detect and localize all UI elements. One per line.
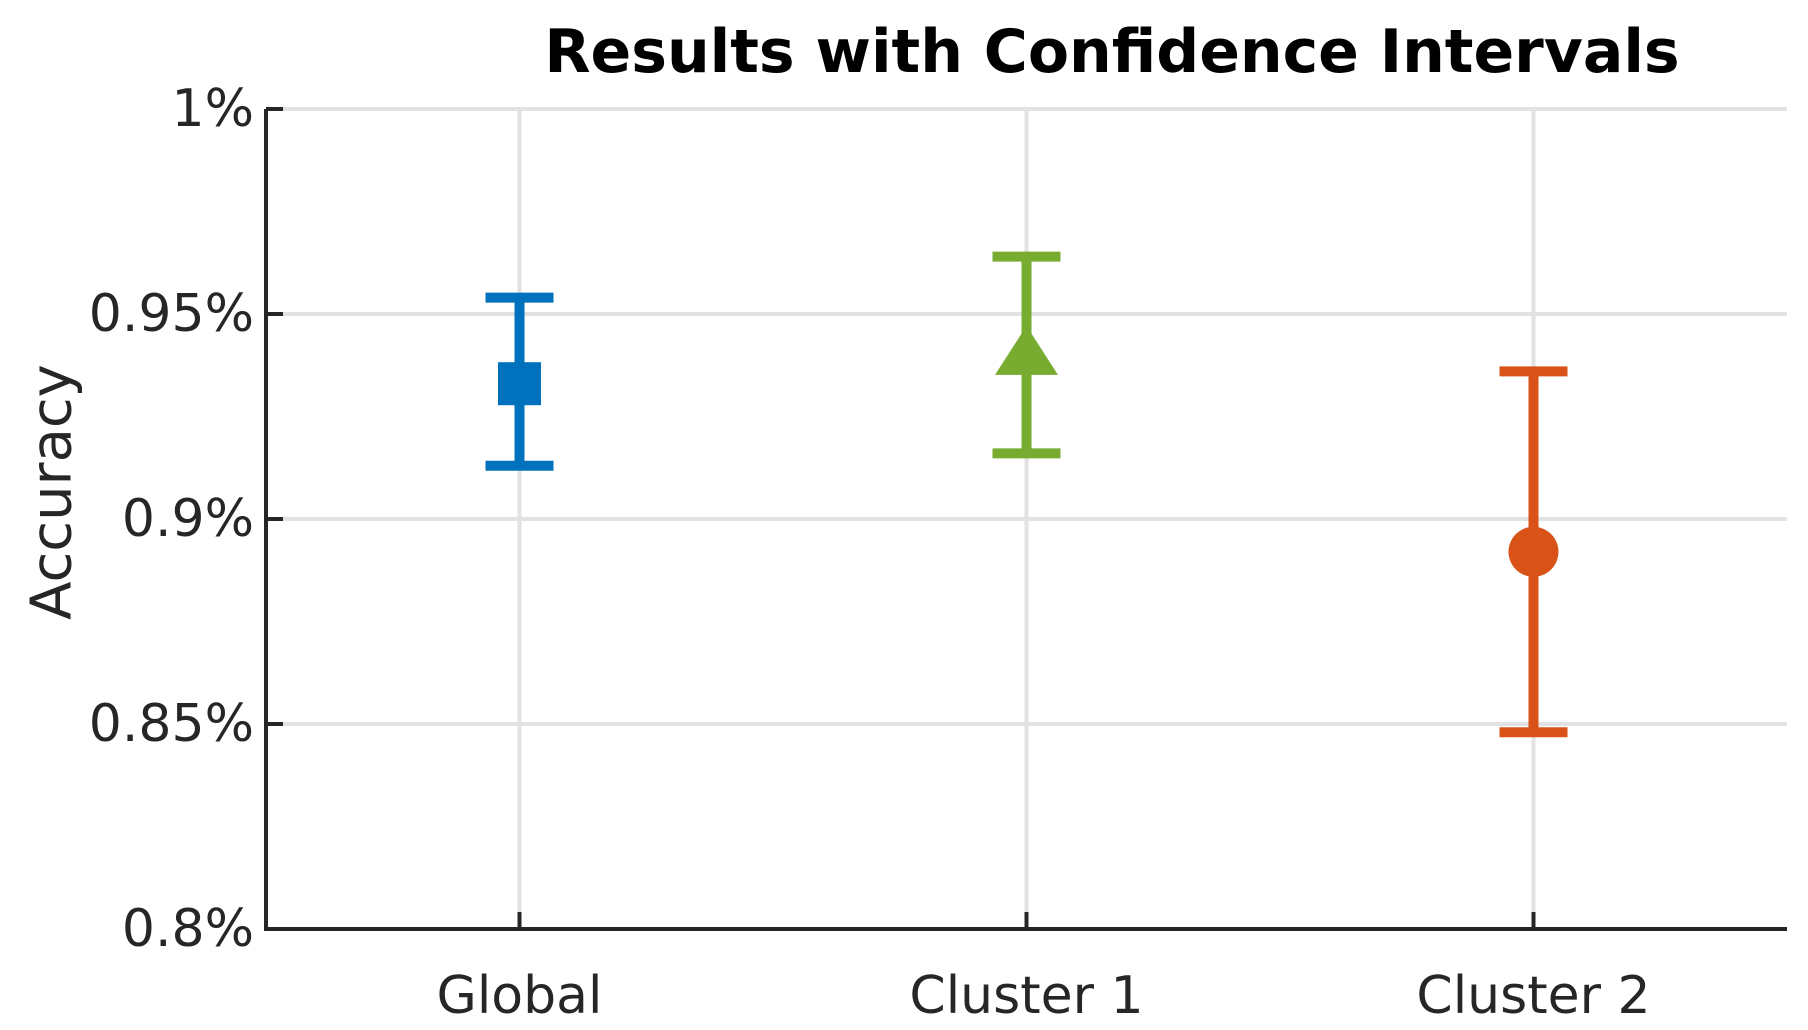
marker-square [498, 362, 541, 406]
marker-circle [1508, 526, 1559, 577]
y-tick-label: 0.85% [88, 694, 254, 754]
y-tick-label: 0.9% [121, 489, 254, 549]
y-tick-label: 1% [171, 79, 255, 139]
x-tick-label: Global [436, 966, 603, 1026]
y-tick-label: 0.95% [88, 284, 254, 344]
chart-title: Results with Confidence Intervals [544, 17, 1680, 87]
x-tick-label: Cluster 1 [909, 966, 1144, 1026]
y-tick-label: 0.8% [121, 899, 254, 959]
marker-triangle-up [995, 325, 1058, 375]
x-tick-label: Cluster 2 [1416, 966, 1651, 1026]
y-axis-label: Accuracy [19, 364, 85, 620]
